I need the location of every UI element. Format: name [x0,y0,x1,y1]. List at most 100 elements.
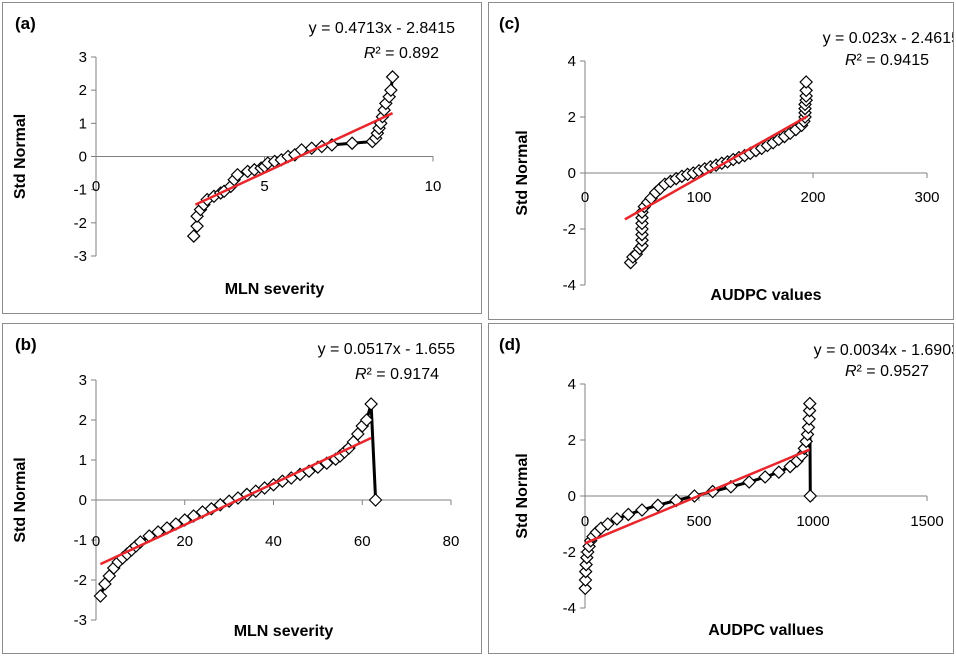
y-tick-label: -1 [74,532,87,549]
y-axis-title: Std Normal [12,457,29,542]
y-tick-label: 4 [568,376,576,393]
y-tick-label: -2 [74,215,87,232]
x-tick-label: 5 [260,178,268,195]
trendline-equation: y = 0.0034x - 1.6903 [814,342,953,359]
y-tick-label: 2 [79,82,87,99]
panel-label: (c) [499,14,520,33]
chart-a: -3 -2 -1 0 1 2 3 0 5 10 (a) y = 0.4713x - 2.8415 R² … [12,14,455,298]
data-point [771,465,786,480]
r-squared: R² = 0.9527 [845,363,929,380]
data-point [801,420,816,435]
r-squared-value: ² = 0.9527 [857,363,930,380]
x-tick-label: 60 [354,533,371,550]
data-point [621,507,636,522]
y-axis-title: Std Normal [514,453,531,538]
r-squared-symbol: R [364,45,376,62]
x-tick-label: 20 [176,533,193,550]
trendline-equation: y = 0.4713x - 2.8415 [309,20,455,37]
chart-b: -3 -2 -1 0 1 2 3 0 20 40 60 80 (b) y = 0.0517x - 1.65… [12,335,460,640]
trendline [194,112,394,206]
x-axis-title: MLN severity [225,281,325,298]
r-squared-symbol: R [355,366,367,383]
x-tick-label: 0 [92,533,100,550]
x-tick-label: 0 [581,513,589,530]
x-axis-title: MLN severity [234,623,334,640]
panel-c: -4 -2 0 2 4 0 100 200 300 (c) y = 0.023x - 2.4615 R… [488,2,956,320]
x-tick-label: 100 [686,189,711,206]
data-point [345,136,359,151]
y-tick-label: 1 [79,452,87,469]
data-point [758,470,772,484]
r-squared: R² = 0.892 [364,45,439,62]
y-tick-label: -4 [563,277,576,294]
panel-label: (b) [15,335,37,354]
data-point [635,503,649,517]
y-tick-label: -2 [563,544,576,561]
data-point [802,396,817,411]
data-point [799,75,814,89]
r-squared: R² = 0.9415 [845,52,929,69]
y-tick-label: 3 [79,49,87,66]
x-tick-label: 200 [800,189,825,206]
y-tick-label: 0 [79,492,87,509]
y-axis-title: Std Normal [514,130,531,215]
data-point [384,83,398,98]
y-tick-label: 0 [568,165,576,182]
data-point [578,581,593,596]
panel-a: -3 -2 -1 0 1 2 3 0 5 10 (a) y = 0.4713x - 2.8415 R² … [2,2,482,314]
y-tick-label: -2 [74,572,87,589]
panel-b: -3 -2 -1 0 1 2 3 0 20 40 60 80 (b) y = 0.0517x - 1.65… [2,323,482,654]
data-point [578,573,593,587]
y-tick-label: 4 [568,53,576,70]
data-point [799,83,814,98]
data-point [610,512,624,526]
data-point [186,229,201,243]
data-point [651,498,665,513]
data-point [368,493,383,507]
x-axis-title: AUDPC vallues [708,622,824,639]
x-tick-label: 1000 [796,513,829,530]
y-tick-label: -2 [563,221,576,238]
y-tick-label: -3 [74,248,87,265]
y-axis-title: Std Normal [12,114,29,199]
panel-d: -4 -2 0 2 4 0 500 1000 1500 (d) y = 0.0034x - 1.69… [488,323,956,654]
r-squared-value: ² = 0.9415 [857,52,930,69]
y-tick-label: 2 [79,412,87,429]
x-tick-label: 1500 [910,513,943,530]
data-point [93,589,108,603]
trendline-equation: y = 0.0517x - 1.655 [318,341,456,358]
panel-label: (a) [15,14,36,33]
data-point [359,413,374,427]
x-tick-label: 300 [914,189,939,206]
data-point [803,489,818,503]
y-tick-label: -1 [74,182,87,199]
trendline [624,115,808,221]
y-tick-label: -4 [563,600,576,617]
panel-label: (d) [499,335,521,354]
trendline [584,448,811,545]
trendline-equation: y = 0.023x - 2.4615 [823,30,953,47]
data-point [600,517,615,531]
y-tick-label: 0 [568,488,576,505]
x-tick-label: 0 [581,189,589,206]
y-tick-label: 2 [568,109,576,126]
data-point [385,70,400,84]
trendline [99,436,372,566]
data-point [230,167,245,182]
data-line [629,82,808,264]
data-point [190,219,204,233]
r-squared-symbol: R [845,52,857,69]
r-squared-value: ² = 0.9174 [367,366,440,383]
x-tick-label: 80 [443,533,460,550]
x-axis-title: AUDPC values [710,287,821,304]
chart-d: -4 -2 0 2 4 0 500 1000 1500 (d) y = 0.0034x - 1.69… [499,335,956,639]
chart-c: -4 -2 0 2 4 0 100 200 300 (c) y = 0.023x - 2.4615 R… [499,14,956,304]
x-tick-label: 10 [425,178,442,195]
y-tick-label: 1 [79,115,87,132]
y-tick-label: 2 [568,432,576,449]
y-tick-label: 0 [79,149,87,166]
x-tick-label: 40 [265,533,282,550]
y-tick-label: -3 [74,612,87,629]
r-squared-symbol: R [845,363,857,380]
x-tick-label: 0 [92,178,100,195]
